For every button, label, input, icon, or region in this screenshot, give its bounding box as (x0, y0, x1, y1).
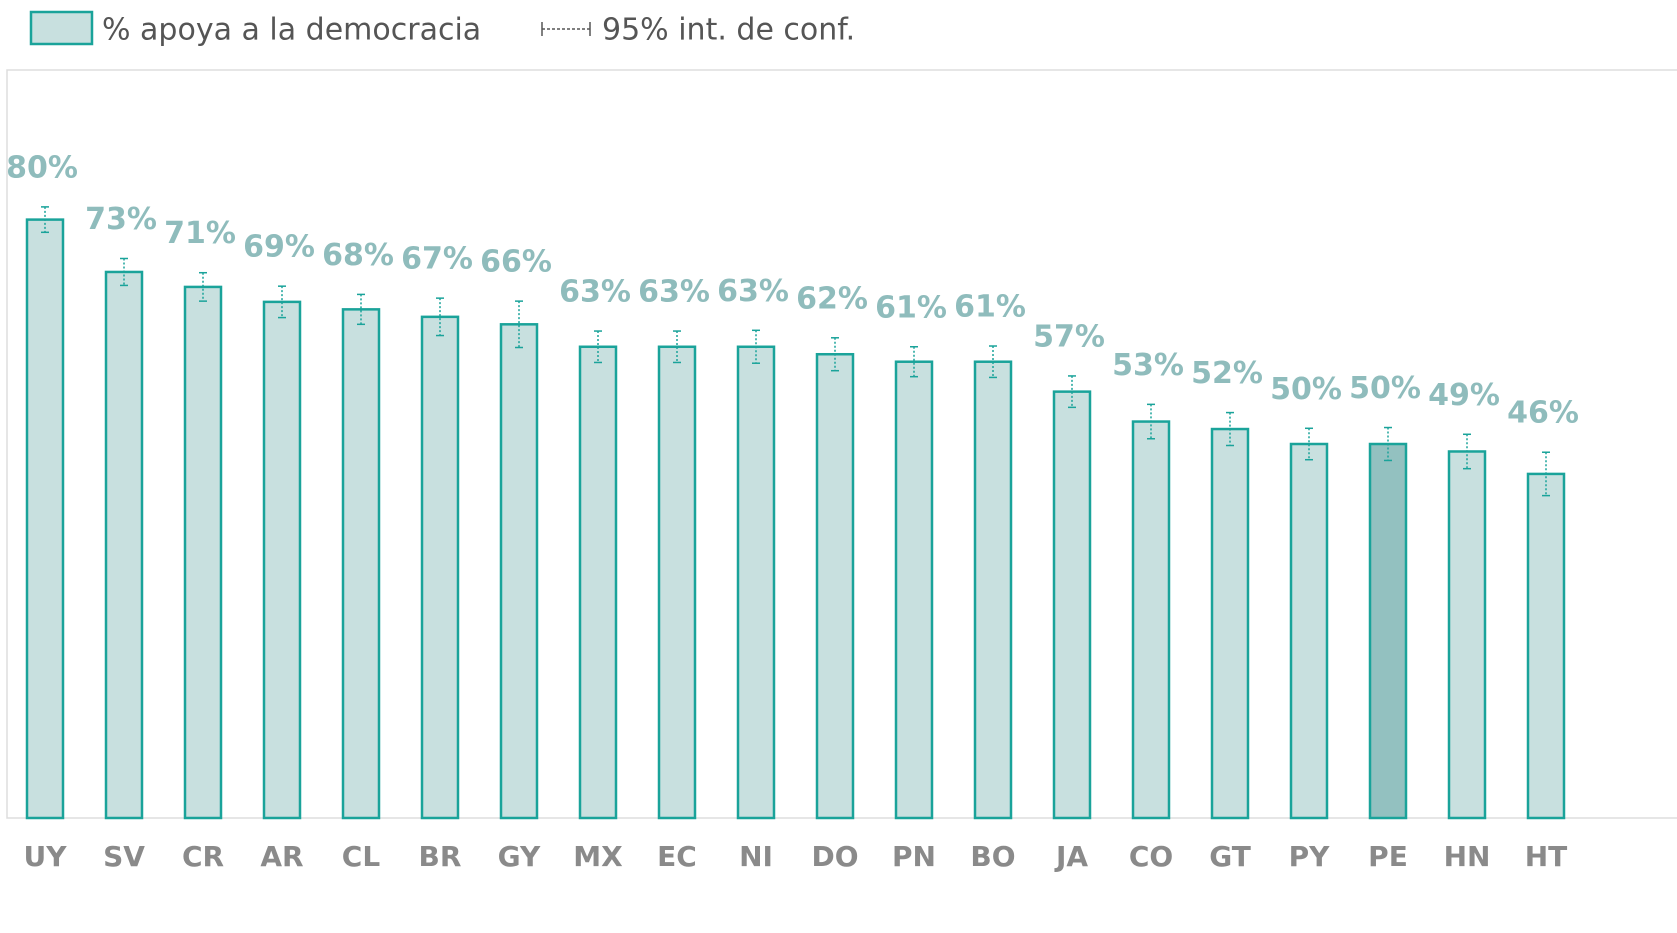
value-label: 71% (164, 216, 236, 251)
x-tick-label: EC (657, 840, 697, 873)
error-bar (1147, 403, 1155, 440)
x-tick-label: UY (23, 840, 67, 873)
legend-swatch (29, 10, 94, 46)
x-tick-label: CR (182, 840, 224, 873)
error-bar (1305, 427, 1313, 461)
value-label: 52% (1191, 356, 1263, 391)
value-label: 62% (796, 281, 868, 316)
legend-label: % apoya a la democracia (102, 13, 481, 48)
x-tick-label: GY (498, 840, 541, 873)
value-label: 50% (1349, 371, 1421, 406)
value-label: 50% (1270, 372, 1342, 407)
bar (1289, 442, 1329, 820)
bar (736, 345, 776, 820)
error-bar (436, 297, 444, 337)
error-bar (673, 330, 681, 364)
x-tick-label: DO (811, 840, 858, 873)
bar (1131, 420, 1171, 820)
value-label: 61% (875, 290, 947, 325)
error-bar (752, 329, 760, 364)
x-tick-label: SV (103, 840, 145, 873)
bar (420, 315, 460, 820)
error-bar (120, 257, 128, 287)
value-label: 63% (717, 274, 789, 309)
error-bar (199, 271, 207, 302)
x-tick-label: HT (1525, 840, 1568, 873)
x-tick-label: JA (1054, 840, 1088, 873)
value-label: 66% (480, 245, 552, 280)
x-tick-label: HN (1444, 840, 1491, 873)
x-tick-label: CO (1129, 840, 1173, 873)
bar (657, 345, 697, 820)
error-bar (1068, 375, 1076, 409)
value-label: 67% (401, 242, 473, 277)
error-bar (910, 346, 918, 378)
bar (1447, 450, 1487, 820)
x-tick-label: PN (892, 840, 936, 873)
x-tick-label: BR (419, 840, 462, 873)
bar (894, 360, 934, 820)
bar (183, 285, 223, 820)
bar (25, 218, 65, 820)
bar (341, 308, 381, 820)
bar (578, 345, 618, 820)
x-tick-label: MX (573, 840, 623, 873)
error-bar (278, 285, 286, 319)
error-bar (1542, 451, 1550, 497)
x-tick-label: NI (739, 840, 773, 873)
value-label: 69% (243, 230, 315, 265)
bar (1052, 390, 1092, 820)
bar (1526, 472, 1566, 820)
value-label: 57% (1033, 319, 1105, 354)
error-bar (594, 330, 602, 364)
value-label: 73% (85, 202, 157, 237)
error-bar (41, 206, 49, 234)
x-tick-label: PE (1368, 840, 1408, 873)
x-tick-label: PY (1289, 840, 1331, 873)
x-tick-label: BO (970, 840, 1015, 873)
bar (262, 300, 302, 820)
x-tick-label: CL (342, 840, 381, 873)
value-label: 80% (6, 150, 78, 185)
bar (973, 360, 1013, 820)
error-bar (1384, 426, 1392, 462)
error-bar (1226, 411, 1234, 447)
value-label: 63% (559, 275, 631, 310)
error-bar (1463, 433, 1471, 470)
bar (499, 323, 539, 820)
value-label: 46% (1507, 396, 1579, 431)
value-label: 68% (322, 238, 394, 273)
bar (104, 270, 144, 820)
bar (1368, 442, 1408, 820)
error-bar (515, 300, 523, 349)
bar (1210, 427, 1250, 820)
legend-error-icon (541, 22, 591, 36)
value-label: 61% (954, 290, 1026, 325)
value-label: 63% (638, 275, 710, 310)
x-tick-label: AR (260, 840, 303, 873)
value-label: 49% (1428, 378, 1500, 413)
error-bar (831, 337, 839, 372)
legend-label: 95% int. de conf. (602, 13, 855, 48)
error-bar (989, 345, 997, 379)
x-tick-label: GT (1209, 840, 1251, 873)
value-label: 53% (1112, 348, 1184, 383)
bar (815, 352, 855, 820)
error-bar (357, 293, 365, 326)
